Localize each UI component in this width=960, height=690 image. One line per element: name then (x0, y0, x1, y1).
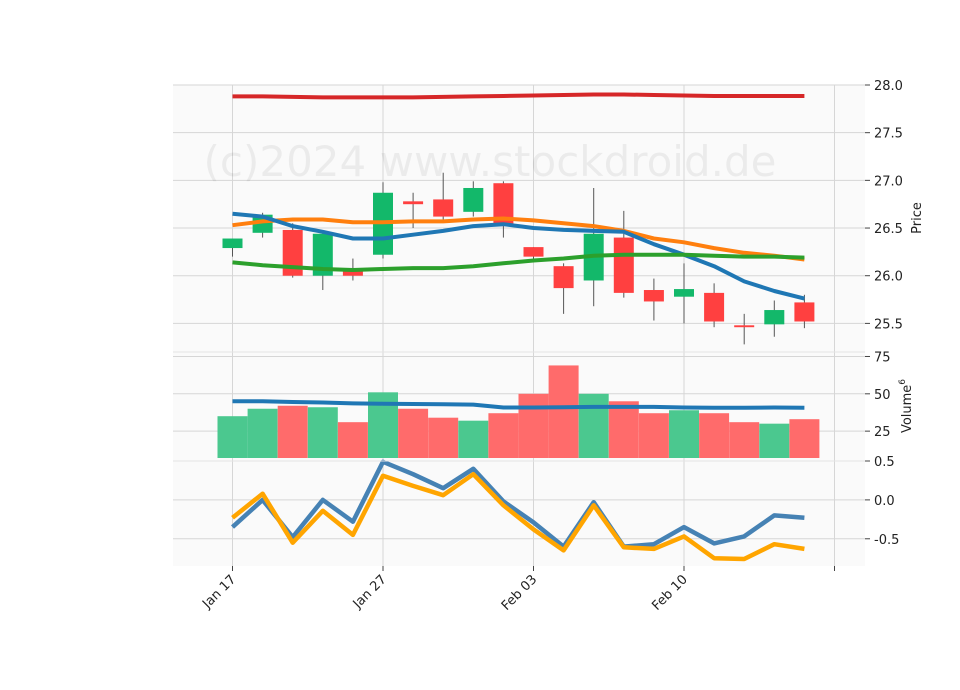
volume-bar (277, 405, 308, 458)
price-tick-label: 27.0 (874, 174, 903, 189)
volume-bar (699, 413, 730, 458)
x-tick-label: Feb 03 (499, 572, 541, 614)
candle-body (734, 325, 755, 328)
candle-body (463, 187, 484, 212)
candle-body (312, 233, 333, 276)
lower-line-lower_orange (231, 471, 805, 562)
price-tick-label: 28.0 (874, 79, 903, 94)
price-tick-label: 26.5 (874, 222, 903, 237)
volume-bar (518, 393, 549, 458)
candle-body (764, 310, 785, 325)
candle-body (643, 290, 664, 302)
volume-bar (759, 423, 790, 458)
x-tick-label: Jan 17 (199, 572, 239, 612)
volume-bar (669, 410, 699, 458)
volume-tick-label: 50 (874, 388, 891, 403)
volume-bar (789, 419, 820, 458)
x-tick-label: Jan 27 (350, 572, 390, 612)
volume-bar (247, 408, 278, 458)
volume-panel (217, 365, 820, 458)
price-axis-label: Price (910, 202, 925, 234)
volume-bar (608, 401, 639, 458)
volume-bar (398, 408, 429, 458)
volume-bar (428, 417, 459, 458)
candle-body (674, 289, 694, 297)
x-tick-label: Feb 10 (649, 572, 691, 614)
volume-bar (729, 422, 760, 458)
volume-label-exponent: 6 (898, 379, 908, 385)
lower-tick-label: 0.0 (874, 494, 895, 509)
watermark: (c)2024 www.stockdroid.de (204, 137, 777, 186)
grid-lines (173, 84, 865, 566)
price-panel (222, 92, 815, 345)
volume-bar (548, 365, 579, 458)
candle-body (282, 229, 303, 276)
volume-bar (217, 416, 248, 458)
price-tick-label: 27.5 (874, 127, 903, 142)
candle-body (433, 199, 454, 217)
volume-label-text: Volume (900, 385, 915, 433)
candle-body (704, 292, 725, 322)
price-line-blue_line (232, 211, 805, 301)
price-line-orange_line (232, 216, 805, 262)
volume-bar (578, 393, 609, 458)
candle-body (403, 201, 424, 205)
price-tick-label: 25.5 (874, 317, 903, 332)
price-tick-label: 26.0 (874, 270, 903, 285)
candle-body (613, 237, 634, 293)
lower-tick-label: 0.5 (874, 455, 895, 470)
candle-body (553, 266, 574, 289)
volume-bar (638, 413, 669, 458)
volume-bar (337, 422, 368, 458)
lower-tick-label: -0.5 (874, 533, 899, 548)
volume-bar (307, 407, 338, 458)
price-line-green_line (232, 252, 805, 272)
volume-axis-label: Volume6 (898, 379, 915, 433)
price-line-red_line (232, 92, 805, 100)
candle-body (493, 183, 514, 227)
lower-line-lower_blue (230, 459, 805, 549)
volume-tick-label: 75 (874, 350, 891, 365)
candle-body (523, 247, 544, 257)
candle-body (222, 238, 243, 249)
volume-tick-label: 25 (874, 425, 891, 440)
volume-average-line (232, 399, 805, 410)
volume-bar (488, 413, 519, 458)
volume-bar (458, 420, 489, 458)
lower-panel (230, 459, 805, 562)
candle-body (794, 302, 815, 322)
